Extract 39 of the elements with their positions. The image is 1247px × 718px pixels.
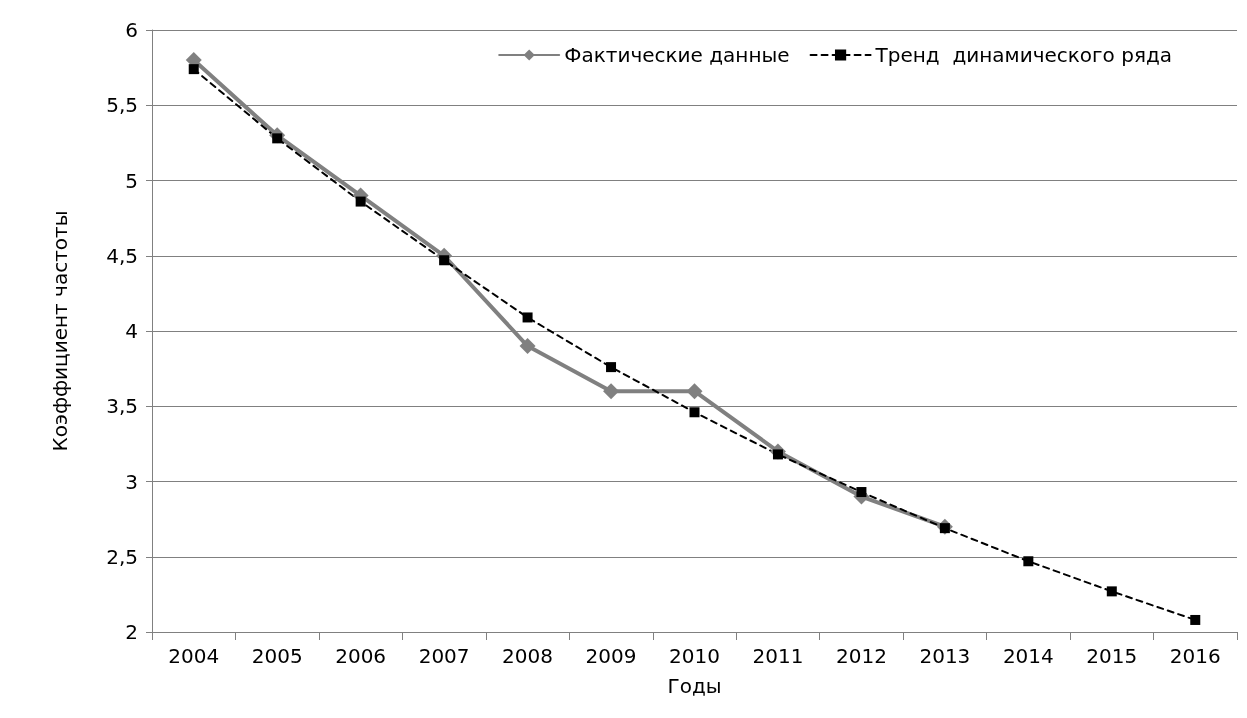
x-tick-label: 2010: [669, 644, 720, 668]
x-tick-label: 2013: [919, 644, 971, 668]
y-tick-label: 2: [125, 620, 138, 644]
x-tick-label: 2016: [1169, 644, 1221, 668]
y-tick-label: 2,5: [106, 544, 138, 569]
point: [606, 362, 617, 373]
point: [686, 383, 703, 400]
x-tick-label: 2005: [251, 644, 303, 668]
x-tick-label: 2012: [835, 644, 887, 668]
x-tick-label: 2008: [502, 644, 554, 668]
y-tick-label: 5: [125, 168, 138, 193]
point: [1023, 556, 1034, 567]
y-tick-label: 6: [125, 18, 138, 42]
x-tick-label: 2004: [168, 644, 220, 668]
point: [519, 338, 536, 355]
x-tick-label: 2007: [418, 644, 470, 668]
point: [689, 407, 700, 418]
x-tick-label: 2009: [585, 644, 637, 668]
point: [603, 383, 620, 400]
x-axis-title: Годы: [667, 674, 722, 698]
x-tick-label: 2011: [752, 644, 804, 668]
x-tick-label: 2006: [335, 644, 387, 668]
y-tick-label: 4: [125, 319, 138, 343]
point: [188, 64, 199, 75]
point: [355, 196, 366, 207]
y-tick-label: 3: [125, 469, 138, 494]
y-tick-label: 3,5: [106, 394, 138, 419]
legend-label: Тренд динамического ряда: [874, 43, 1173, 67]
point: [856, 487, 867, 498]
y-tick-label: 5,5: [106, 93, 138, 118]
y-tick-label: 4,5: [106, 243, 138, 268]
point: [1106, 586, 1117, 597]
legend-label: Фактические данные: [564, 43, 790, 67]
y-axis-title: Коэффициент частоты: [48, 210, 72, 452]
point: [522, 312, 533, 323]
point: [1190, 614, 1201, 625]
x-tick-label: 2015: [1086, 644, 1138, 668]
point: [439, 255, 450, 266]
x-tick-label: 2014: [1002, 644, 1054, 668]
